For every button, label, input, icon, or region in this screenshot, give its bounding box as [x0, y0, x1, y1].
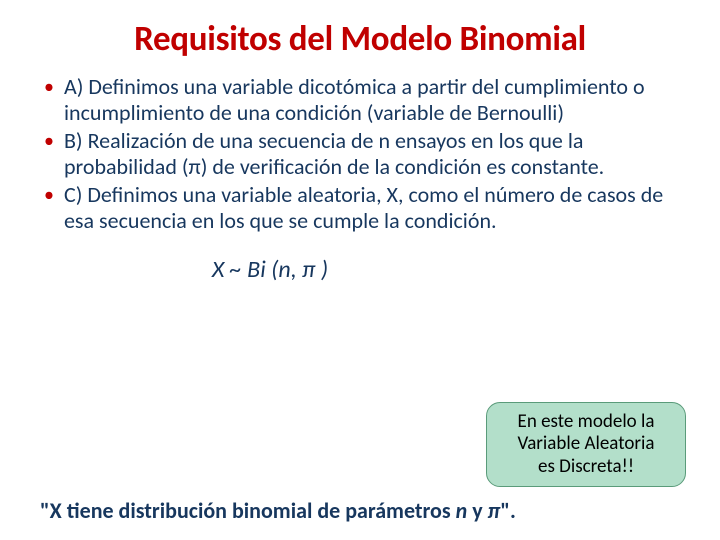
list-item: • A) Definimos una variable dicotómica a… [40, 74, 680, 126]
bullet-text: C) Definimos una variable aleatoria, X, … [64, 182, 680, 234]
footer-text: "X tiene distribución binomial de paráme… [40, 497, 516, 524]
callout-box: En este modelo la Variable Aleatoria es … [486, 402, 686, 487]
formula: X ~ Bi (n, π ) [40, 256, 500, 284]
item-label: A) [64, 73, 83, 100]
list-item: • B) Realización de una secuencia de n e… [40, 128, 680, 180]
bullet-icon: • [44, 128, 54, 180]
footer-param-n: n [456, 497, 468, 524]
footer-prefix: "X tiene distribución binomial de paráme… [40, 497, 456, 524]
slide: Requisitos del Modelo Binomial • A) Defi… [0, 0, 720, 540]
list-item: • C) Definimos una variable aleatoria, X… [40, 182, 680, 234]
bullet-icon: • [44, 74, 54, 126]
bullet-icon: • [44, 182, 54, 234]
callout-line: es Discreta!! [497, 456, 675, 478]
bullet-text: A) Definimos una variable dicotómica a p… [64, 74, 680, 126]
callout-line: En este modelo la [497, 411, 675, 433]
item-label: B) [64, 127, 83, 154]
footer-mid: y [467, 497, 487, 524]
bullet-text: B) Realización de una secuencia de n ens… [64, 128, 680, 180]
callout-line: Variable Aleatoria [497, 433, 675, 455]
bullet-list: • A) Definimos una variable dicotómica a… [40, 74, 680, 284]
item-body: Realización de una secuencia de n ensayo… [64, 127, 604, 180]
item-body: Definimos una variable aleatoria, X, com… [64, 181, 663, 234]
slide-title: Requisitos del Modelo Binomial [40, 18, 680, 60]
item-body: Definimos una variable dicotómica a part… [64, 73, 645, 126]
footer-param-pi: π [488, 497, 501, 524]
footer-suffix: ". [500, 497, 516, 524]
item-label: C) [64, 181, 82, 208]
